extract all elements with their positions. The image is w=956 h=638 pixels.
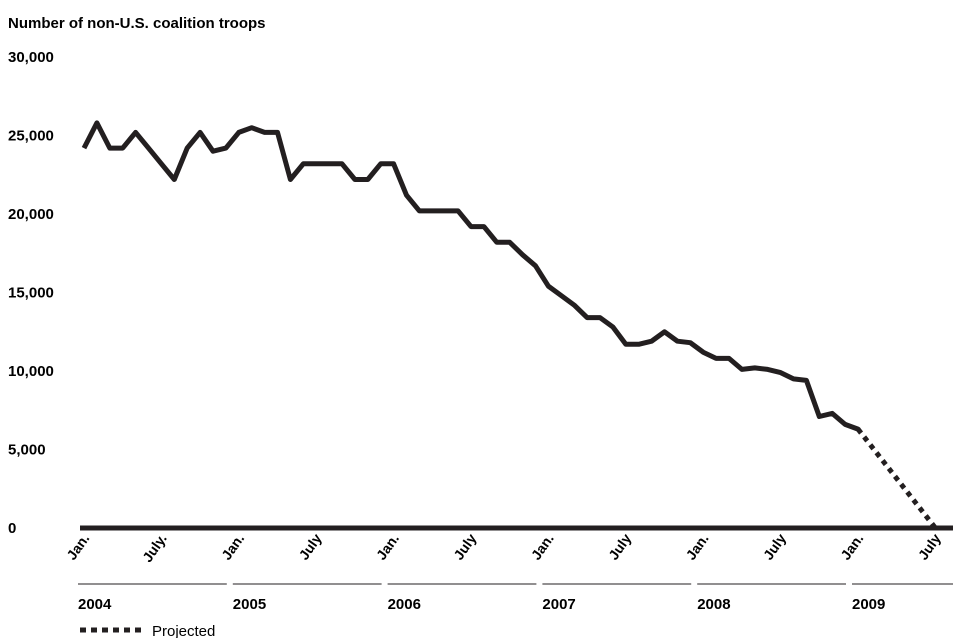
actual-series-line [81,120,847,427]
year-label: 2007 [542,596,575,613]
x-tick-label: July [450,530,479,562]
plot-area [81,120,938,530]
x-tick-label: Jan. [63,531,92,563]
y-tick-label: 25,000 [8,128,54,145]
y-axis: 0 5,000 10,000 15,000 20,000 25,000 30,000 [8,49,54,537]
legend: Projected [80,623,215,638]
year-label: 2005 [233,596,266,613]
x-tick-label: July [760,530,789,562]
year-label: 2009 [852,596,885,613]
x-tick-label: Jan. [837,531,866,563]
y-tick-label: 30,000 [8,49,54,66]
x-tick-label: July [295,530,324,562]
series-connector [842,421,861,432]
x-tick-label: Jan. [373,531,402,563]
y-tick-label: 20,000 [8,206,54,223]
x-axis: Jan. July. Jan. July Jan. July Jan. July Jan. Jul… [63,530,944,565]
x-tick-label: Jan. [528,531,557,563]
year-groups: 2004 2005 2006 2007 2008 2009 [78,583,953,613]
y-tick-label: 15,000 [8,285,54,302]
x-tick-label: July [605,530,634,562]
year-label: 2006 [388,596,421,613]
year-label: 2008 [697,596,730,613]
legend-projected-label: Projected [152,623,215,638]
year-label: 2004 [78,596,112,613]
x-tick-label: July [915,530,944,562]
y-tick-label: 5,000 [8,442,46,459]
x-tick-label: July. [139,531,170,565]
y-tick-label: 10,000 [8,363,54,380]
chart-title: Number of non-U.S. coalition troops [8,15,266,32]
projected-series-line [856,427,938,530]
x-tick-label: Jan. [218,531,247,563]
x-tick-label: Jan. [682,531,711,563]
y-tick-label: 0 [8,520,16,537]
